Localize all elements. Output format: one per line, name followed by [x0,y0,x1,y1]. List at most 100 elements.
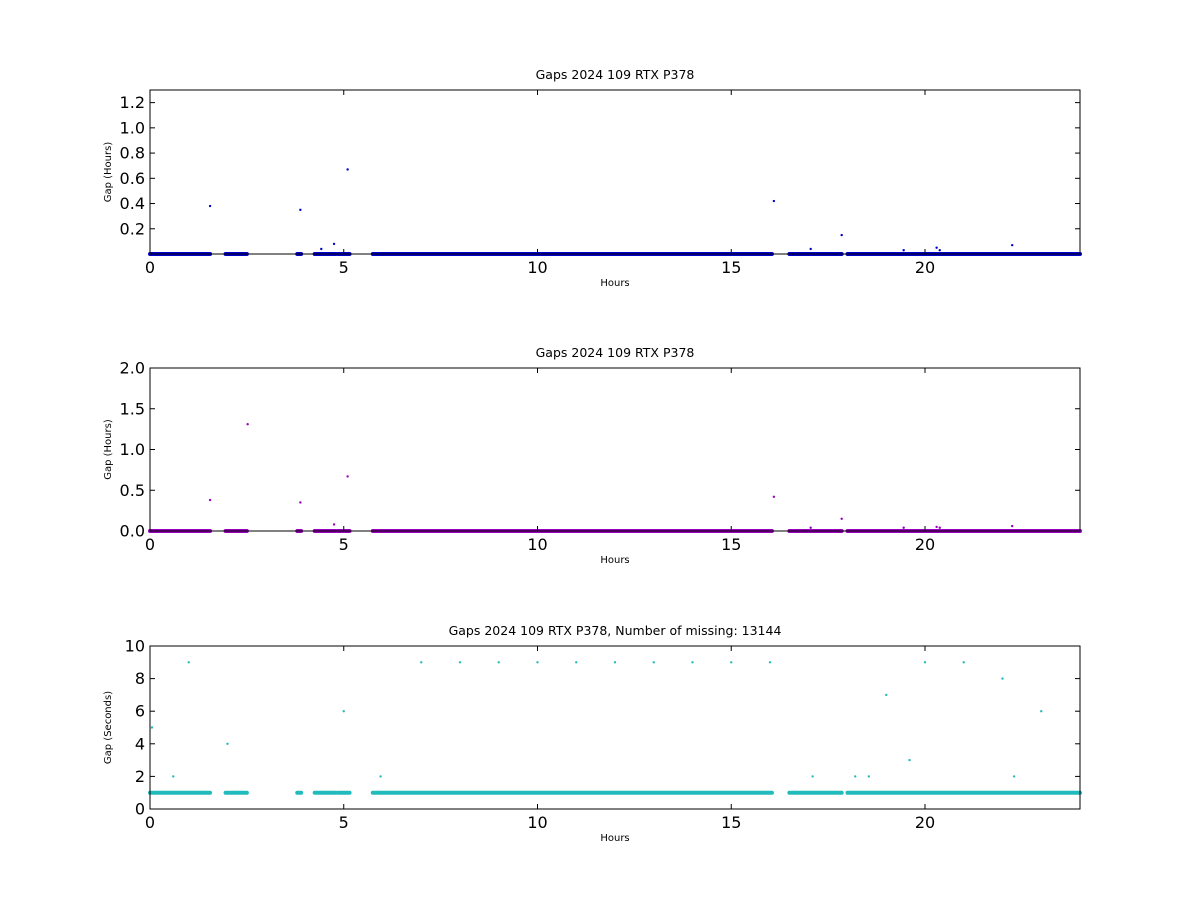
data-point [1010,524,1014,528]
y-tick-label: 4 [135,734,145,753]
data-point [332,523,336,526]
data-point [1012,775,1016,778]
data-point [840,517,843,520]
data-point [938,526,941,529]
data-point [536,661,539,664]
data-point [902,249,905,252]
data-point [768,661,772,664]
data-point [962,661,965,664]
data-point [840,233,843,237]
x-tick-label: 10 [527,813,547,832]
data-point [613,661,617,664]
data-point [809,526,812,529]
data-point [935,246,938,249]
data-point [226,742,229,745]
plot-frame [149,89,1081,255]
chart-title: Gaps 2024 109 RTX P378, Number of missin… [449,623,782,638]
data-point [187,661,190,664]
data-point [420,661,423,664]
data-point [299,208,302,212]
data-point [1040,710,1043,713]
data-point [246,423,249,426]
data-point [172,775,175,778]
data-point [902,526,905,529]
y-tick-label: 0.5 [120,481,145,500]
x-tick-label: 10 [527,258,547,277]
data-point [652,661,655,664]
y-tick-label: 2.0 [120,359,145,378]
y-tick-label: 1.0 [120,440,145,459]
data-point [772,495,776,498]
data-point [772,199,776,203]
chart-title: Gaps 2024 109 RTX P378 [536,345,695,360]
data-point [458,661,462,664]
chart-panel-2: Gaps 2024 109 RTX P378 Hours Gap (Hours) 0 5… [103,345,1082,566]
x-tick-label: 15 [721,813,741,832]
data-point [208,204,212,208]
series-marks [148,423,1082,533]
data-point [332,242,336,246]
y-tick-label: 1.0 [120,118,145,137]
x-tick-label: 0 [145,258,155,277]
data-point [299,501,302,504]
data-point [908,758,911,762]
chart-panel-3: Gaps 2024 109 RTX P378, Number of missin… [103,623,1082,844]
x-axis-label: Hours [600,555,629,566]
y-tick-label: 6 [135,702,145,721]
data-point [150,726,154,729]
data-point [346,168,349,171]
data-point [867,775,871,778]
data-point [854,775,857,778]
y-tick-label: 8 [135,669,145,688]
series-marks [148,661,1082,795]
data-point [208,498,212,502]
y-axis-label: Gap (Hours) [103,419,114,480]
y-tick-label: 10 [125,637,145,656]
data-point [575,661,578,664]
y-axis-label: Gap (Hours) [103,142,114,203]
data-point [938,249,941,252]
y-tick-label: 0.6 [120,169,145,188]
x-tick-label: 20 [915,535,935,554]
plot-frame [149,645,1081,810]
y-tick-label: 1.5 [120,399,145,418]
data-point [379,775,382,778]
data-point [935,525,938,529]
y-tick-label: 1.2 [120,93,145,112]
x-tick-label: 5 [339,535,349,554]
y-axis-label: Gap (Seconds) [103,691,114,764]
data-point [730,661,733,664]
data-point [923,661,927,664]
chart-title: Gaps 2024 109 RTX P378 [536,67,695,82]
y-tick-label: 0 [135,800,145,819]
x-tick-label: 5 [339,258,349,277]
data-point [691,661,694,664]
x-tick-label: 20 [915,258,935,277]
x-tick-label: 0 [145,535,155,554]
x-tick-label: 15 [721,258,741,277]
data-point [497,661,500,664]
y-tick-label: 0.2 [120,219,145,238]
y-tick-label: 0.0 [120,522,145,541]
data-point [320,247,323,251]
x-tick-label: 10 [527,535,547,554]
data-point [1001,677,1004,680]
x-tick-label: 15 [721,535,741,554]
y-tick-label: 2 [135,767,145,786]
x-axis-label: Hours [600,833,629,844]
y-tick-label: 0.8 [120,144,145,163]
x-axis-label: Hours [600,278,629,289]
data-point [811,775,814,778]
data-point [342,710,345,713]
series-marks [148,168,1082,256]
y-tick-label: 0.4 [120,194,145,213]
data-point [809,247,812,251]
data-point [885,693,888,697]
x-tick-label: 5 [339,813,349,832]
x-tick-label: 20 [915,813,935,832]
x-tick-label: 0 [145,813,155,832]
chart-panel-1: Gaps 2024 109 RTX P378 Hours Gap (Hours) 0 5… [103,67,1082,289]
data-point [346,475,349,478]
plot-frame [149,367,1081,532]
